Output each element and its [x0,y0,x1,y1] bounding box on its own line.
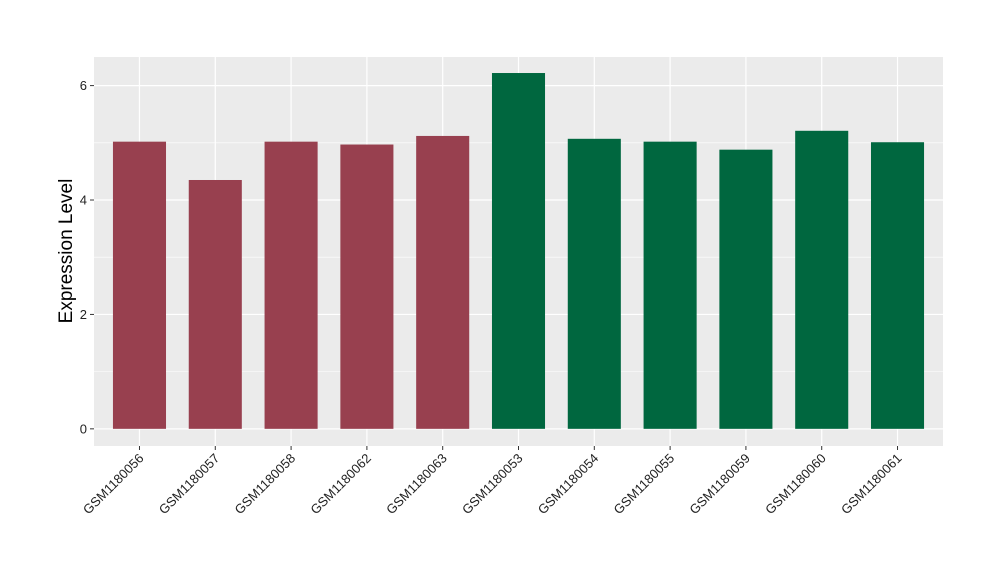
x-tick-label: GSM1180063 [383,451,450,518]
bar [567,138,621,429]
x-tick-label: GSM1180062 [307,451,374,518]
x-tick-label: GSM1180061 [838,451,905,518]
bar [719,149,773,429]
y-axis: 0 2 4 6 [80,78,94,436]
bar [188,179,242,429]
x-tick-label: GSM1180055 [611,451,678,518]
bar [870,142,925,429]
y-tick-label: 2 [80,307,87,322]
x-tick-label: GSM1180054 [535,451,602,518]
y-axis-title: Expression Level [56,179,77,324]
x-tick-label: GSM1180060 [762,451,829,518]
bar [112,141,167,429]
x-tick-label: GSM1180059 [686,451,753,518]
bars [112,73,925,429]
x-axis: GSM1180056 GSM1180057 GSM1180058 GSM1180062… [80,446,905,517]
bar [340,144,394,429]
bar [264,141,318,429]
bar [416,135,470,429]
x-tick-label: GSM1180058 [232,451,299,518]
bar [643,141,697,429]
x-tick-label: GSM1180056 [80,451,147,518]
bar [795,130,849,429]
y-tick-label: 0 [80,421,87,436]
y-tick-label: 6 [80,78,87,93]
bar [491,73,546,429]
y-tick-label: 4 [80,193,87,208]
x-tick-label: GSM1180053 [459,451,526,518]
x-tick-label: GSM1180057 [156,451,223,518]
